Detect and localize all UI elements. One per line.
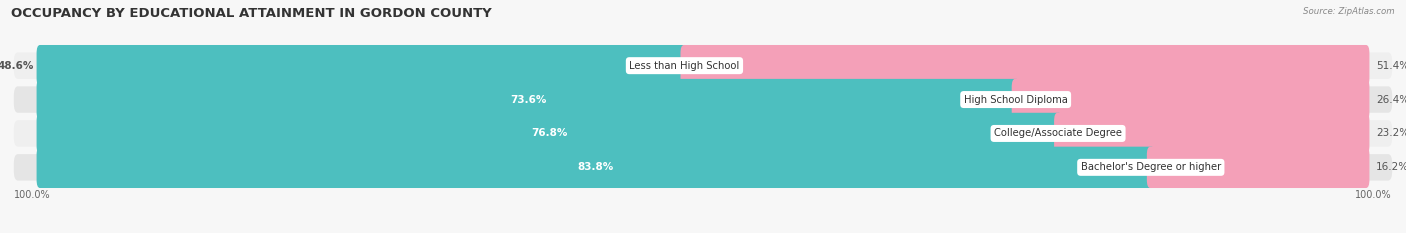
Text: 100.0%: 100.0%: [14, 190, 51, 200]
Text: 23.2%: 23.2%: [1376, 128, 1406, 138]
FancyBboxPatch shape: [14, 86, 1392, 113]
FancyBboxPatch shape: [37, 113, 1062, 154]
Text: OCCUPANCY BY EDUCATIONAL ATTAINMENT IN GORDON COUNTY: OCCUPANCY BY EDUCATIONAL ATTAINMENT IN G…: [11, 7, 492, 20]
FancyBboxPatch shape: [14, 52, 1392, 79]
FancyBboxPatch shape: [1012, 79, 1369, 120]
Text: 100.0%: 100.0%: [1355, 190, 1392, 200]
Text: Less than High School: Less than High School: [630, 61, 740, 71]
Text: 48.6%: 48.6%: [0, 61, 34, 71]
Text: 83.8%: 83.8%: [578, 162, 614, 172]
Text: 16.2%: 16.2%: [1376, 162, 1406, 172]
Text: Source: ZipAtlas.com: Source: ZipAtlas.com: [1303, 7, 1395, 16]
FancyBboxPatch shape: [1054, 113, 1369, 154]
Text: 51.4%: 51.4%: [1376, 61, 1406, 71]
Text: 73.6%: 73.6%: [510, 95, 547, 105]
Text: College/Associate Degree: College/Associate Degree: [994, 128, 1122, 138]
FancyBboxPatch shape: [37, 79, 1019, 120]
FancyBboxPatch shape: [37, 45, 689, 86]
FancyBboxPatch shape: [14, 120, 1392, 147]
Text: Bachelor's Degree or higher: Bachelor's Degree or higher: [1081, 162, 1220, 172]
FancyBboxPatch shape: [681, 45, 1369, 86]
FancyBboxPatch shape: [1147, 147, 1369, 188]
Text: 76.8%: 76.8%: [531, 128, 568, 138]
FancyBboxPatch shape: [14, 154, 1392, 181]
FancyBboxPatch shape: [37, 147, 1154, 188]
Text: 26.4%: 26.4%: [1376, 95, 1406, 105]
Text: High School Diploma: High School Diploma: [963, 95, 1067, 105]
